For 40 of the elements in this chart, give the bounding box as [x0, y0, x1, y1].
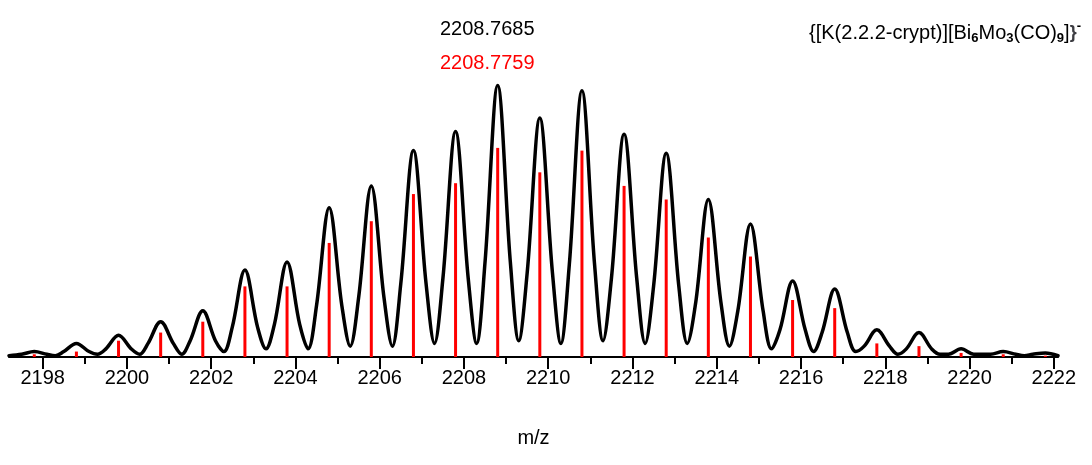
bar: [327, 242, 331, 357]
x-tick-label: 2214: [694, 366, 740, 388]
bar: [159, 332, 163, 357]
bar: [748, 256, 752, 357]
bar: [875, 343, 879, 357]
x-tick-label: 2222: [1031, 366, 1077, 388]
bar: [580, 150, 584, 357]
x-tick-label: 2216: [778, 366, 824, 388]
bar: [959, 352, 963, 357]
x-tick-label: 2198: [20, 366, 65, 388]
bar: [791, 299, 795, 357]
x-tick-label: 2212: [610, 366, 655, 388]
bar: [243, 286, 247, 357]
bar: [454, 183, 458, 357]
bar: [496, 147, 500, 357]
x-axis-title: m/z: [517, 426, 550, 448]
bar: [1001, 354, 1005, 357]
bar: [369, 221, 373, 357]
bar: [32, 354, 36, 357]
bar: [117, 340, 121, 357]
x-tick-label: 2204: [273, 366, 318, 388]
x-tick-label: 2210: [525, 366, 571, 388]
bar: [706, 237, 710, 357]
x-tick-label: 2220: [947, 366, 992, 388]
bar: [201, 321, 205, 357]
bar: [74, 351, 78, 357]
x-tick-label: 2200: [104, 366, 150, 388]
bar: [285, 286, 289, 357]
bar: [622, 185, 626, 357]
bar: [411, 194, 415, 357]
bar: [538, 172, 542, 357]
x-tick-label: 2206: [357, 366, 402, 388]
text: 2208.7759: [440, 51, 535, 73]
text: 2208.7685: [440, 17, 535, 39]
bar: [664, 199, 668, 357]
x-tick-label: 2208: [441, 366, 487, 388]
x-tick-label: 2218: [863, 366, 908, 388]
x-tick-label: 2202: [188, 366, 234, 388]
bar: [917, 346, 921, 357]
bar: [833, 308, 837, 357]
